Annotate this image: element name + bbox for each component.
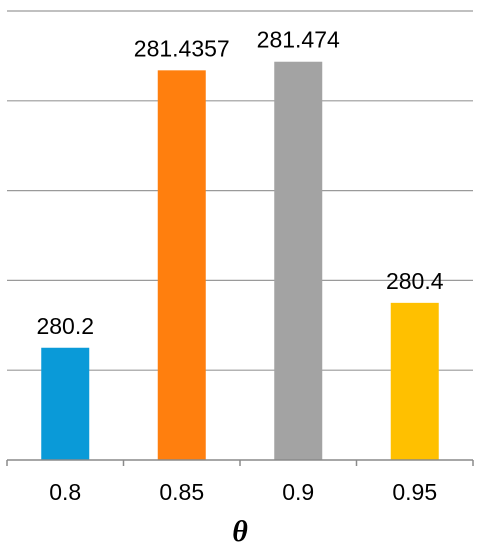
bar-0.95 — [390, 302, 439, 460]
data-label-0.95: 280.4 — [386, 268, 444, 294]
x-axis: 0.8 0.85 0.9 0.95 — [6, 459, 474, 505]
bar-0.8 — [41, 347, 90, 460]
data-labels: 280.2 281.4357 281.474 280.4 — [36, 27, 443, 339]
x-tick-label-0.9: 0.9 — [282, 479, 314, 505]
data-label-0.9: 281.474 — [257, 27, 340, 53]
x-axis-title: θ — [232, 515, 248, 548]
bar-0.9 — [274, 61, 323, 460]
bars — [41, 61, 439, 460]
data-label-0.85: 281.4357 — [134, 35, 230, 61]
x-tick-label-0.85: 0.85 — [159, 479, 204, 505]
bar-0.85 — [157, 70, 206, 460]
x-tick-label-0.8: 0.8 — [49, 479, 81, 505]
x-tick-label-0.95: 0.95 — [392, 479, 437, 505]
data-label-0.8: 280.2 — [36, 313, 94, 339]
